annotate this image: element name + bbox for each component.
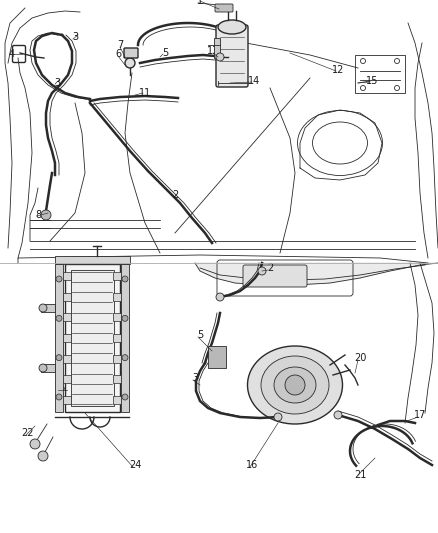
Bar — [121, 264, 129, 412]
Bar — [113, 354, 121, 362]
Bar — [63, 354, 71, 362]
Circle shape — [39, 364, 47, 372]
Text: 5: 5 — [162, 48, 168, 58]
Text: 3: 3 — [72, 32, 78, 42]
Text: 4: 4 — [9, 49, 15, 59]
Bar — [63, 396, 71, 404]
Circle shape — [41, 210, 51, 220]
FancyBboxPatch shape — [243, 265, 306, 287]
Bar — [63, 272, 71, 280]
Bar — [354, 55, 404, 93]
Bar — [113, 396, 121, 404]
Circle shape — [284, 375, 304, 395]
Bar — [63, 293, 71, 301]
Polygon shape — [194, 263, 437, 285]
Circle shape — [56, 394, 62, 400]
Bar — [71, 270, 114, 406]
Bar — [113, 293, 121, 301]
Circle shape — [56, 276, 62, 282]
Circle shape — [56, 316, 62, 321]
Bar — [63, 313, 71, 321]
Text: 11: 11 — [138, 88, 151, 98]
FancyBboxPatch shape — [215, 4, 233, 12]
Ellipse shape — [261, 356, 328, 414]
Bar — [113, 334, 121, 342]
Text: 21: 21 — [353, 470, 365, 480]
Text: 16: 16 — [245, 460, 258, 470]
Circle shape — [122, 316, 128, 321]
Ellipse shape — [247, 346, 342, 424]
Text: 7: 7 — [117, 40, 123, 50]
Circle shape — [39, 304, 47, 312]
Circle shape — [56, 354, 62, 361]
FancyBboxPatch shape — [215, 25, 247, 87]
Text: 13: 13 — [206, 46, 219, 56]
Text: 15: 15 — [365, 76, 377, 86]
Bar — [208, 346, 226, 368]
Bar — [63, 334, 71, 342]
Circle shape — [30, 439, 40, 449]
Text: 16: 16 — [54, 383, 66, 393]
Bar — [113, 375, 121, 383]
Text: 6: 6 — [115, 49, 121, 59]
Text: 1: 1 — [197, 0, 203, 6]
Text: 3: 3 — [191, 373, 198, 383]
Text: 8: 8 — [35, 210, 41, 220]
Text: 3: 3 — [54, 78, 60, 88]
Bar — [113, 313, 121, 321]
Text: 14: 14 — [247, 76, 260, 86]
Circle shape — [122, 394, 128, 400]
Circle shape — [125, 58, 135, 68]
Circle shape — [258, 267, 265, 275]
Text: 22: 22 — [22, 428, 34, 438]
FancyBboxPatch shape — [124, 48, 138, 58]
Bar — [65, 264, 120, 412]
Bar — [41, 304, 55, 312]
Circle shape — [38, 451, 48, 461]
Circle shape — [215, 53, 223, 61]
Text: 12: 12 — [331, 65, 343, 75]
Text: 20: 20 — [353, 353, 365, 363]
Ellipse shape — [273, 367, 315, 403]
Bar — [113, 272, 121, 280]
Bar — [41, 364, 55, 372]
Circle shape — [122, 354, 128, 361]
Bar — [55, 264, 63, 412]
Text: 24: 24 — [128, 460, 141, 470]
Circle shape — [215, 293, 223, 301]
Circle shape — [122, 276, 128, 282]
Text: 5: 5 — [196, 330, 203, 340]
Bar — [213, 38, 219, 58]
Bar — [55, 256, 130, 264]
Ellipse shape — [218, 20, 245, 34]
Text: 17: 17 — [413, 410, 425, 420]
Circle shape — [333, 411, 341, 419]
Circle shape — [273, 413, 281, 421]
Bar — [63, 375, 71, 383]
Text: 2: 2 — [172, 190, 178, 200]
Text: 2: 2 — [266, 263, 272, 273]
